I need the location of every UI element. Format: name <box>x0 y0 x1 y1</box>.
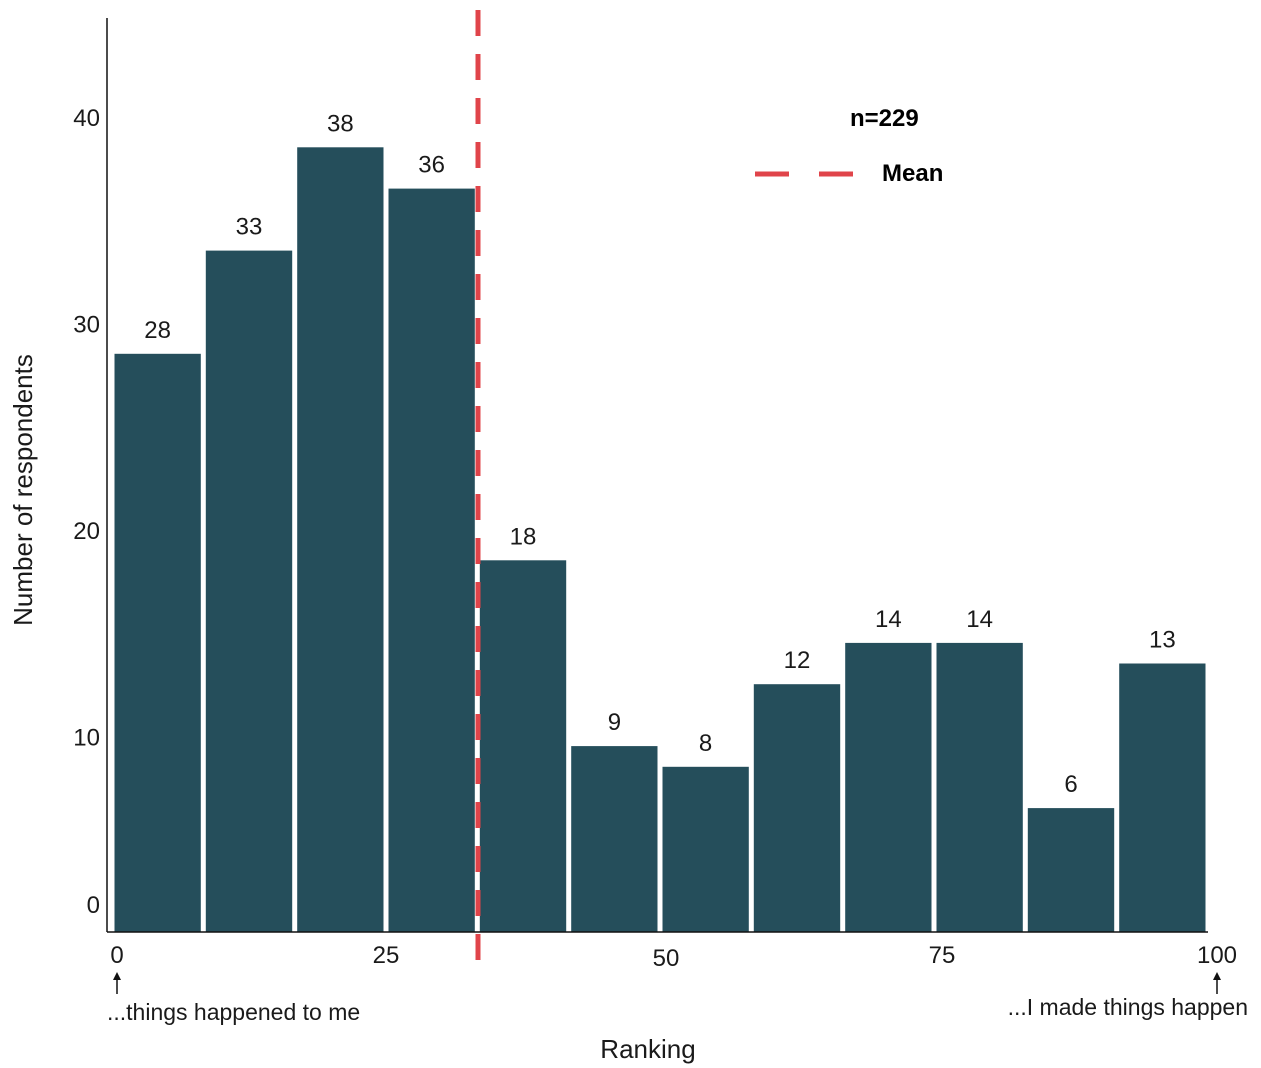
y-tick-label: 0 <box>87 892 100 919</box>
histogram-bar <box>297 147 384 933</box>
legend-mean-label: Mean <box>882 160 943 187</box>
x-tick-label: 50 <box>653 945 680 972</box>
bar-value-label: 8 <box>699 730 712 757</box>
y-tick-label: 30 <box>73 312 100 339</box>
histogram-bar <box>1027 808 1115 932</box>
histogram-bar <box>936 642 1023 932</box>
bars-group <box>114 147 1206 933</box>
histogram-bar <box>388 188 475 933</box>
bar-value-label: 13 <box>1149 627 1176 654</box>
histogram-bar <box>114 353 201 932</box>
bar-value-label: 14 <box>966 606 993 633</box>
bar-value-label: 12 <box>784 647 811 674</box>
histogram-bar <box>205 250 293 933</box>
right-end-annotation: ...I made things happen <box>1008 994 1248 1020</box>
bar-value-label: 6 <box>1064 771 1077 798</box>
bar-value-label: 18 <box>510 523 537 550</box>
bar-value-label: 36 <box>418 152 445 179</box>
x-tick-label: 25 <box>373 942 400 969</box>
y-tick-label: 10 <box>73 725 100 752</box>
y-tick-labels: 0 10 20 30 40 <box>73 105 100 919</box>
x-tick-label: 0 <box>110 942 123 969</box>
y-tick-label: 20 <box>73 518 100 545</box>
x-tick-label: 100 <box>1197 942 1237 969</box>
histogram-bar <box>571 746 658 932</box>
bar-value-label: 14 <box>875 606 902 633</box>
bar-value-label: 28 <box>144 317 171 344</box>
left-end-arrow <box>113 972 121 994</box>
x-tick-label: 75 <box>929 942 956 969</box>
histogram-bar <box>1119 663 1206 932</box>
histogram-bar <box>753 684 841 932</box>
y-axis-title: Number of respondents <box>8 354 38 626</box>
bar-value-label: 38 <box>327 110 354 137</box>
histogram-bar <box>845 642 932 932</box>
histogram-bar <box>662 766 749 932</box>
histogram-bar <box>479 560 567 932</box>
x-axis-title: Ranking <box>600 1034 695 1064</box>
x-tick-labels: 0 25 50 75 100 <box>110 942 1237 972</box>
right-end-arrow <box>1213 972 1221 994</box>
bar-value-label: 9 <box>608 709 621 736</box>
legend-n-label: n=229 <box>850 105 919 132</box>
y-tick-label: 40 <box>73 105 100 132</box>
bar-labels-group: 28 33 38 36 18 9 8 12 14 14 6 13 <box>144 110 1176 798</box>
left-end-annotation: ...things happened to me <box>107 999 360 1025</box>
bar-value-label: 33 <box>236 214 263 241</box>
